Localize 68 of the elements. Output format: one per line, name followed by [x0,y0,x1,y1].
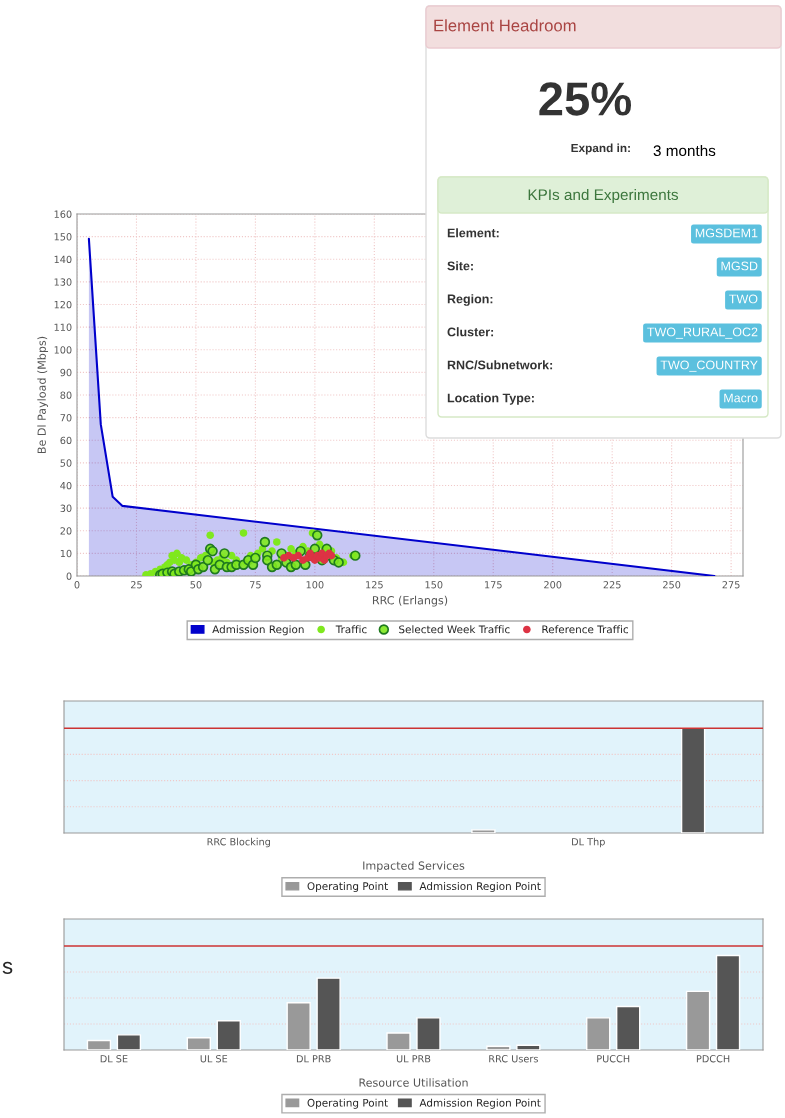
annotation: TWO [729,294,758,304]
x-tick-label: 250 [663,581,681,589]
y-tick-label: 50 [60,459,72,467]
y-axis-title: Be Dl Payload (Mbps) [37,336,49,453]
y-tick-label: 70 [60,414,72,422]
y-tick-label: 140 [54,255,72,264]
x-tick-label: DL PRB [296,1055,331,1063]
annotation: TWO_COUNTRY [660,360,758,372]
x-tick-label: PUCCH [597,1055,630,1063]
annotation: Location Type: [447,393,534,405]
annotation: Region: [447,294,493,306]
annotation: RNC/Subnetwork: [447,360,553,370]
x-tick-label: DL Thp [572,837,605,848]
x-axis-title: Resource Utilisation [359,1078,468,1087]
y-tick-label: 130 [54,278,72,286]
annotation: Cluster: [447,327,494,337]
x-tick-label: 125 [366,581,383,589]
legend-label: Reference Traffic [542,625,628,634]
annotation: Element: [447,228,499,238]
x-tick-label: UL PRB [396,1055,431,1063]
legend-label: Admission Region Point [419,881,541,893]
annotation: MGSDEM1 [695,228,758,238]
legend-label: Operating Point [307,1098,388,1109]
y-tick-label: 160 [54,210,72,218]
x-tick-label: DL SE [100,1055,128,1063]
text: s [2,961,13,974]
x-tick-label: 50 [190,581,202,589]
y-tick-label: 120 [54,300,72,309]
x-tick-label: 75 [250,581,261,589]
y-tick-label: 10 [60,549,72,558]
legend-label: Operating Point [307,881,388,893]
x-axis-title: Impacted Services [363,861,465,872]
y-tick-label: 90 [60,368,72,377]
text: Element Headroom [434,19,576,32]
x-tick-label: 275 [722,581,740,589]
annotation: Site: [447,261,473,271]
text: KPIs and Experiments [528,188,679,204]
y-tick-label: 60 [60,436,72,445]
y-tick-label: 40 [60,481,72,490]
x-tick-label: 150 [425,581,443,589]
y-tick-label: 100 [54,346,72,354]
x-tick-label: 100 [306,581,324,589]
y-tick-label: 150 [54,233,72,241]
annotation: Macro [724,393,758,403]
legend-label: Admission Region [212,625,304,636]
legend-label: Traffic [335,625,367,634]
text: Expand in: [571,143,630,155]
x-axis-title: RRC (Erlangs) [372,595,448,607]
x-tick-label: PDCCH [696,1055,730,1063]
text: 3 months [653,144,716,157]
annotation: TWO_RURAL_OC2 [647,327,758,339]
x-tick-label: 25 [130,581,142,589]
y-tick-label: 80 [60,391,72,399]
x-tick-label: 200 [544,581,562,589]
x-tick-label: 175 [485,581,502,589]
x-tick-label: 225 [603,581,621,589]
y-tick-label: 20 [60,527,72,535]
y-tick-label: 0 [66,572,72,580]
x-tick-label: 0 [74,581,80,589]
text: 25% [539,82,632,116]
annotation: MGSD [721,261,758,271]
y-tick-label: 110 [54,323,72,331]
legend-label: Selected Week Traffic [399,625,510,634]
x-tick-label: RRC Blocking [207,837,270,848]
y-tick-label: 30 [60,504,72,512]
legend-label: Admission Region Point [419,1098,541,1109]
x-tick-label: RRC Users [489,1055,538,1063]
x-tick-label: UL SE [200,1055,228,1063]
